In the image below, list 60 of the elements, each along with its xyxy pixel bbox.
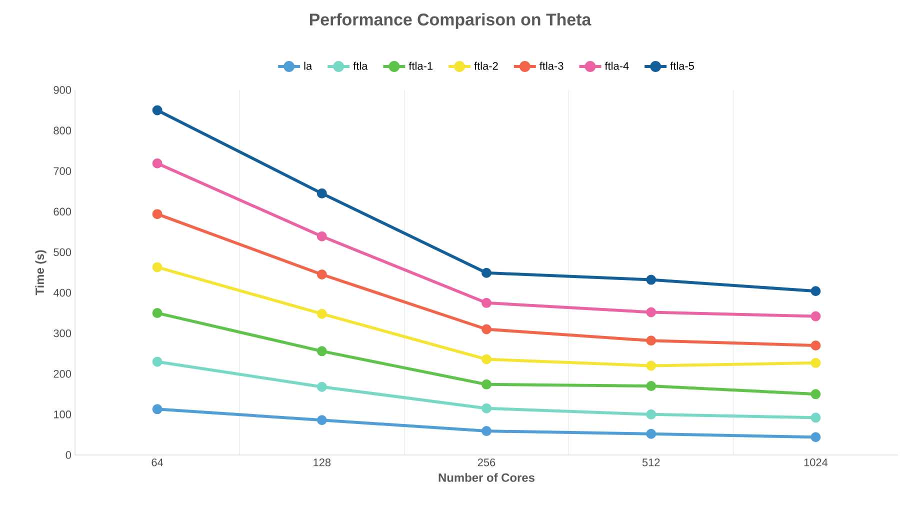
- legend-label: ftla-4: [604, 62, 629, 70]
- y-tick-label: 300: [54, 329, 72, 338]
- point: [316, 382, 327, 392]
- point: [482, 324, 492, 334]
- point: [810, 432, 821, 442]
- chart-title: Performance Comparison on Theta: [310, 13, 592, 29]
- legend-label: la: [304, 62, 312, 70]
- point: [482, 426, 492, 436]
- y-tick-label: 400: [53, 288, 72, 297]
- point: [152, 209, 162, 220]
- point: [646, 381, 656, 392]
- point: [646, 307, 656, 318]
- point: [646, 360, 656, 371]
- legend-label: ftla: [353, 62, 368, 70]
- point: [316, 346, 327, 356]
- legend-label: ftla-1: [408, 62, 433, 70]
- point: [482, 268, 492, 278]
- legend-label: ftla-3: [540, 62, 564, 70]
- y-tick-label: 700: [54, 167, 72, 175]
- point: [152, 105, 162, 116]
- point: [316, 415, 327, 426]
- point: [810, 311, 821, 322]
- y-tick-label: 600: [54, 208, 72, 216]
- y-tick-label: 500: [54, 248, 72, 256]
- y-tick-label: 0: [66, 451, 72, 459]
- point: [316, 231, 327, 242]
- point: [646, 274, 656, 285]
- point: [482, 403, 492, 414]
- point: [646, 336, 656, 346]
- point: [152, 404, 162, 414]
- point: [810, 412, 821, 423]
- y-tick-label: 800: [54, 126, 72, 134]
- point: [810, 340, 821, 350]
- point: [482, 354, 492, 364]
- point: [482, 298, 492, 308]
- x-tick-label: 1024: [804, 458, 828, 466]
- point: [152, 158, 162, 168]
- x-axis-title: Number of Cores: [438, 473, 534, 482]
- point: [646, 409, 656, 420]
- point: [482, 379, 492, 390]
- x-tick-label: 256: [478, 458, 496, 466]
- y-tick-label: 200: [54, 370, 72, 378]
- x-tick-label: 128: [314, 458, 331, 466]
- point: [316, 188, 327, 198]
- point: [810, 286, 821, 296]
- x-tick-label: 64: [152, 458, 164, 466]
- legend-label: ftla-5: [670, 62, 694, 70]
- point: [152, 308, 162, 318]
- y-tick-label: 900: [54, 86, 72, 94]
- point: [810, 358, 821, 368]
- x-tick-label: 512: [642, 458, 660, 466]
- point: [810, 389, 821, 400]
- point: [152, 262, 162, 272]
- point: [316, 270, 327, 280]
- point: [646, 428, 656, 439]
- y-tick-label: 100: [54, 410, 72, 418]
- legend-label: ftla-2: [474, 62, 498, 70]
- y-axis-title: Time (s): [35, 250, 46, 296]
- point: [316, 308, 327, 319]
- point: [152, 356, 162, 367]
